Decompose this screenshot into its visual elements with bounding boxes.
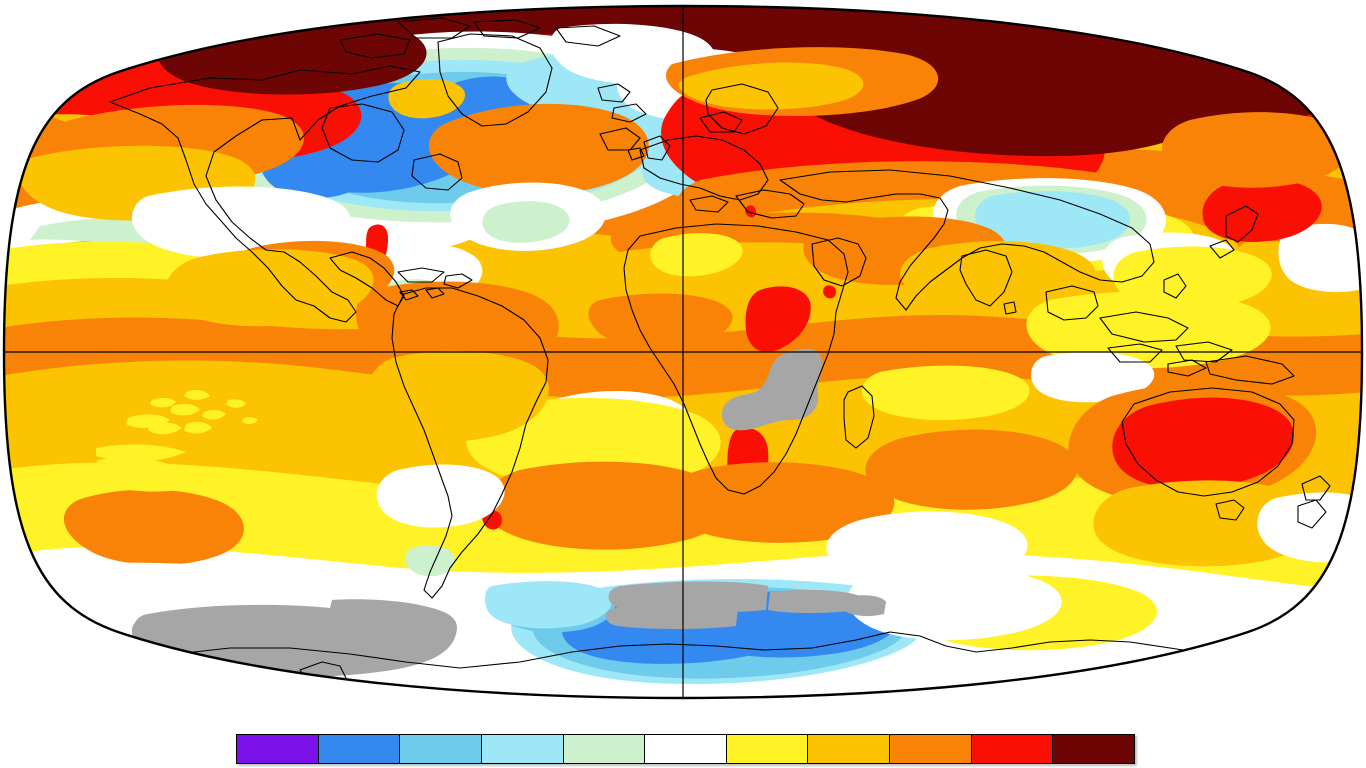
colorbar[interactable] — [236, 734, 1135, 764]
italy-red-dot — [745, 205, 756, 218]
colorbar-segment-2[interactable] — [318, 735, 401, 763]
nodata-west-antarctica — [131, 599, 457, 678]
south-africa-orange — [665, 462, 895, 543]
east-pacific-red-spot — [1202, 179, 1322, 242]
nodata-antarctic-strip-2 — [605, 605, 738, 629]
siberia-maroon-core — [784, 14, 1219, 157]
colorbar-segment-11[interactable] — [1053, 735, 1135, 763]
sahara-yellow-eye — [650, 233, 743, 277]
australia-red-core — [1112, 397, 1294, 490]
west-africa-orange — [588, 293, 733, 348]
mexico-gold — [165, 249, 374, 327]
mongolia-cyan-core — [975, 191, 1131, 249]
coastlines — [109, 17, 1331, 687]
indian-ocean-yellow — [861, 365, 1030, 421]
nodata-antarctic-bar-3 — [768, 589, 860, 613]
india-gold — [900, 241, 1096, 308]
colorbar-segment-1[interactable] — [237, 735, 319, 763]
colorbar-segment-7[interactable] — [726, 735, 809, 763]
amazon-orange — [356, 281, 559, 373]
south-atlantic-orange — [482, 461, 731, 550]
gulf-stream-orange-halo — [428, 103, 649, 195]
nodata-antarctic-small-east — [844, 595, 886, 617]
antarctic-white-east — [847, 567, 1062, 641]
iran-red-dot — [823, 285, 836, 299]
south-pacific-orange-blob — [63, 489, 244, 566]
scandinavia-gold — [679, 62, 864, 110]
nodata-congo-upper — [784, 350, 812, 384]
colorbar-segment-8[interactable] — [808, 735, 891, 763]
indian-ocean-white-1 — [826, 511, 1028, 583]
tasman-gold — [1093, 480, 1321, 567]
map-svg — [2, 4, 1364, 700]
indian-ocean-orange-blob — [865, 429, 1078, 510]
south-pacific-yellow-speckle — [94, 389, 258, 492]
globe-outline — [2, 4, 1364, 700]
patagonia-white — [376, 464, 505, 528]
antarctic-cold-lightcyan-far-west — [484, 581, 612, 629]
indonesia-white-patch — [1031, 351, 1155, 403]
maritime-continent-yellow — [1026, 291, 1271, 369]
chile-pale-green — [404, 545, 455, 577]
graticule — [4, 6, 1362, 698]
east-africa-red — [745, 286, 811, 352]
japan-yellow — [1113, 246, 1272, 310]
colorbar-segment-9[interactable] — [890, 735, 972, 763]
colorbar-segment-10[interactable] — [971, 735, 1054, 763]
south-america-south-gold — [364, 351, 549, 442]
world-anomaly-map — [2, 4, 1364, 700]
colorbar-segment-6[interactable] — [645, 735, 727, 763]
colorbar-container — [0, 706, 1366, 768]
mid-atlantic-pale-green-eye — [482, 201, 570, 243]
colorbar-segment-3[interactable] — [400, 735, 482, 763]
usa-white-band — [131, 186, 351, 259]
colorbar-segment-5[interactable] — [563, 735, 646, 763]
nodata-east-antarctic-coast — [608, 581, 768, 613]
coral-sea-white — [1278, 223, 1362, 293]
colorbar-segment-4[interactable] — [481, 735, 564, 763]
kamchatka-orange — [1161, 112, 1353, 188]
